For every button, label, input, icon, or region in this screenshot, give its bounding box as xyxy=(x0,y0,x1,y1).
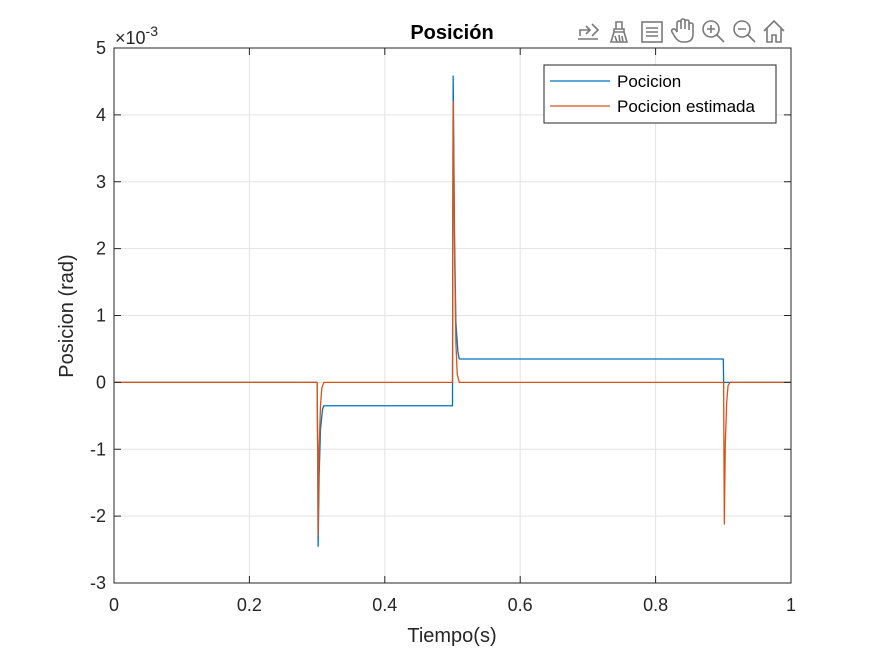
home-icon[interactable] xyxy=(763,19,785,43)
legend-label-pocicion-estimada: Pocicion estimada xyxy=(617,97,756,116)
x-tick-label: 0.2 xyxy=(237,595,262,615)
brush-icon[interactable] xyxy=(609,21,629,43)
series-layer xyxy=(114,75,791,547)
y-tick-label: 5 xyxy=(96,38,106,58)
y-axis-label: Posicion (rad) xyxy=(56,254,78,377)
y-tick-label: 1 xyxy=(96,306,106,326)
legend-label-pocicion: Pocicion xyxy=(617,72,681,91)
zoom-out-icon[interactable] xyxy=(733,20,756,43)
y-tick-label: -3 xyxy=(90,573,106,593)
y-tick-label: 4 xyxy=(96,105,106,125)
export-icon[interactable] xyxy=(578,23,600,40)
x-tick-label: 0.6 xyxy=(508,595,533,615)
y-tick-label: 3 xyxy=(96,172,106,192)
y-tick-label: 2 xyxy=(96,239,106,259)
ticks xyxy=(113,47,792,584)
x-axis-label: Tiempo(s) xyxy=(407,625,496,647)
zoom-in-icon[interactable] xyxy=(702,20,725,43)
series-line-pocicion-estimada xyxy=(114,100,791,536)
axes-toolbar xyxy=(578,18,785,43)
x-tick-label: 0 xyxy=(109,595,119,615)
y-multiplier-exponent: -3 xyxy=(146,23,159,39)
pan-icon[interactable] xyxy=(670,18,694,43)
x-tick-label: 0.8 xyxy=(643,595,668,615)
chart-title: Posición xyxy=(410,22,493,44)
y-multiplier: ×10-3 xyxy=(115,23,158,48)
y-tick-label: -2 xyxy=(90,506,106,526)
x-tick-label: 0.4 xyxy=(372,595,397,615)
tick-labels: 0 0.2 0.4 0.6 0.8 1 -3 -2 -1 0 1 2 3 4 5 xyxy=(90,38,796,615)
y-tick-label: 0 xyxy=(96,372,106,392)
legend-box xyxy=(543,64,777,124)
x-tick-label: 1 xyxy=(786,595,796,615)
datatip-icon[interactable] xyxy=(641,21,663,43)
legend[interactable]: Pocicion Pocicion estimada xyxy=(543,64,777,124)
y-tick-label: -1 xyxy=(90,439,106,459)
